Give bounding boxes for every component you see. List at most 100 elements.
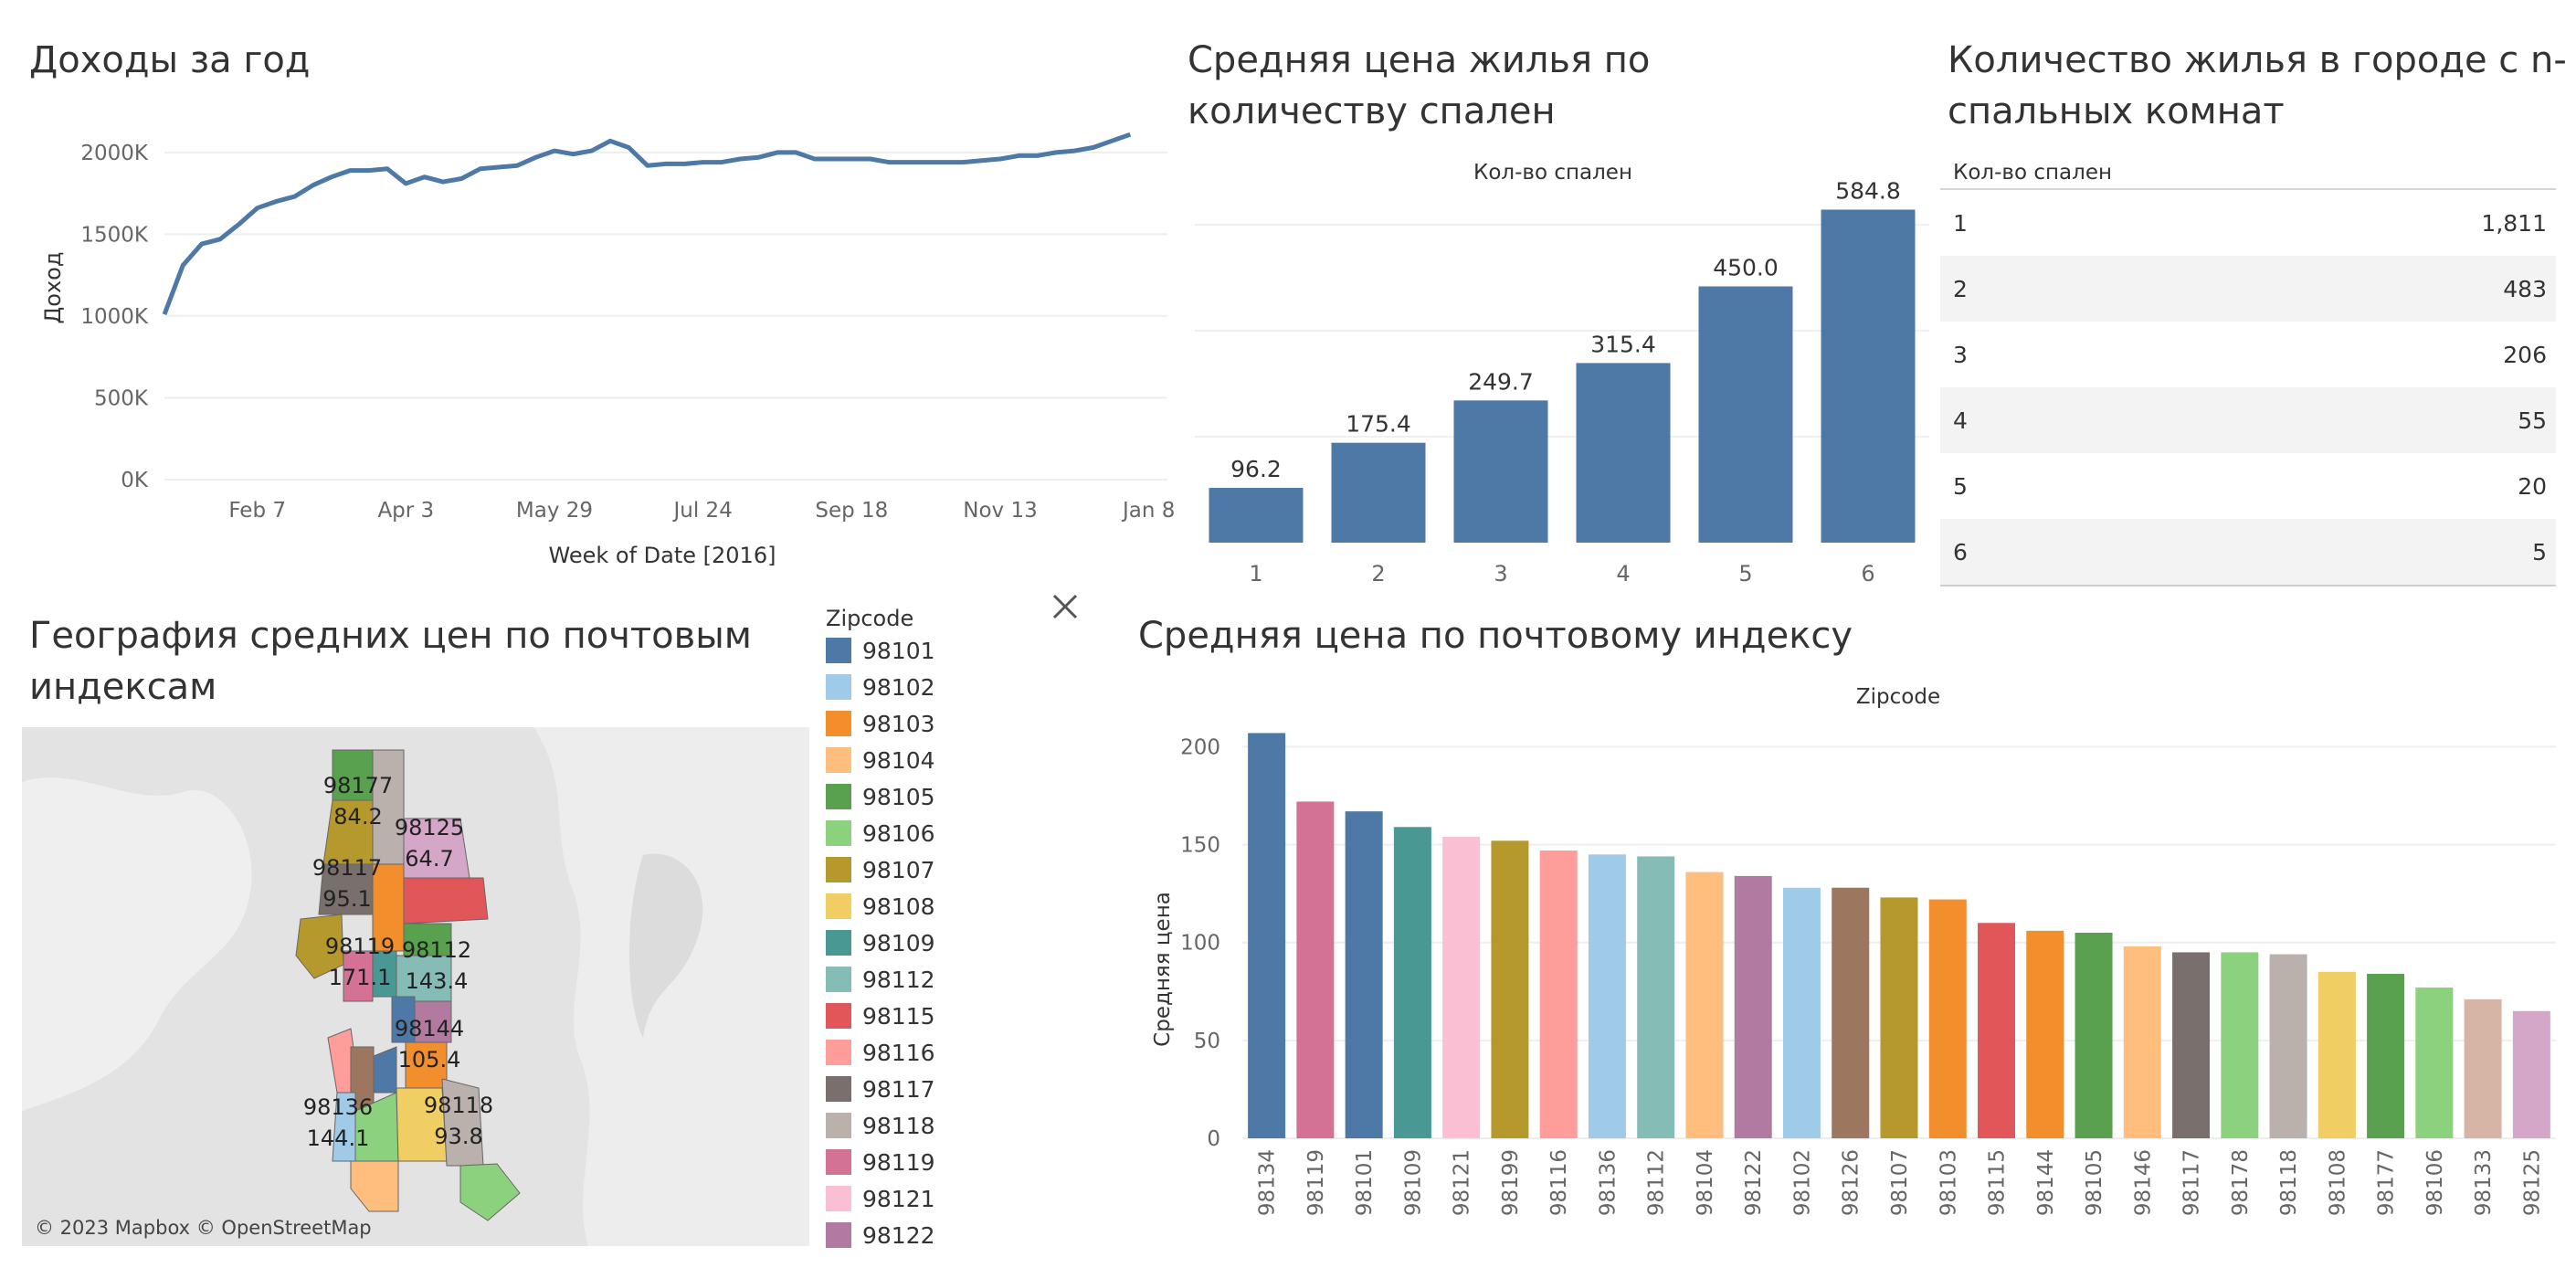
bar-zip-98115[interactable]	[1978, 923, 2016, 1138]
bar-zip-98146[interactable]	[2123, 946, 2161, 1138]
x-tick-label: 98136	[1596, 1149, 1620, 1216]
legend-item-98101[interactable]: 98101	[826, 632, 935, 669]
x-tick-label: 98101	[1353, 1149, 1377, 1216]
bedrooms-cell: 2	[1953, 275, 1968, 302]
bar-value-label: 584.8	[1835, 177, 1901, 204]
region-98122[interactable]	[414, 1000, 452, 1043]
bedrooms-cell: 5	[1953, 472, 1968, 500]
zipcode-legend: Zipcode 98101 98102 98103 98104 98105 98106 98…	[826, 605, 935, 1253]
bar-zip-98107[interactable]	[1880, 897, 1918, 1138]
legend-label: 98117	[862, 1075, 935, 1103]
zipcode-map[interactable]: 98177 84.2 98125 64.7 98117 95.1 98119 171.1 981…	[22, 727, 809, 1246]
bar-zip-98101[interactable]	[1345, 811, 1383, 1138]
x-tick-label: Sep 18	[815, 499, 888, 523]
bar-zip-98121[interactable]	[1442, 837, 1481, 1138]
table-row[interactable]: 4 55	[1940, 387, 2556, 453]
bar-zip-98133[interactable]	[2464, 999, 2502, 1138]
y-tick-label: 100	[1180, 932, 1220, 956]
map-value-label: 143.4	[406, 968, 469, 994]
bar-zip-98109[interactable]	[1393, 827, 1431, 1138]
legend-item-98112[interactable]: 98112	[826, 961, 935, 998]
legend-title: Zipcode	[826, 606, 914, 631]
map-zip-label: 98136	[303, 1094, 373, 1120]
region-98178[interactable]	[459, 1163, 521, 1221]
legend-item-98103[interactable]: 98103	[826, 705, 935, 742]
bar-value-label: 315.4	[1590, 331, 1656, 357]
table-row[interactable]: 5 20	[1940, 453, 2556, 519]
bar-zip-98177[interactable]	[2367, 974, 2405, 1138]
bar-zip-98125[interactable]	[2512, 1010, 2550, 1138]
bar-zip-98122[interactable]	[1734, 875, 1772, 1138]
geo-map-title: География средних цен по почтовым индекс…	[29, 615, 752, 708]
legend-item-98108[interactable]: 98108	[826, 888, 935, 925]
legend-item-98116[interactable]: 98116	[826, 1034, 935, 1071]
income-series-line[interactable]	[162, 132, 1132, 315]
legend-item-98115[interactable]: 98115	[826, 998, 935, 1034]
map-zip-label: 98112	[402, 937, 471, 963]
x-tick-label: 98105	[2083, 1149, 2106, 1216]
legend-label: 98103	[862, 710, 935, 737]
bar-bedrooms-5[interactable]	[1698, 286, 1793, 544]
bar-zip-98116[interactable]	[1539, 851, 1578, 1138]
bar-bedrooms-6[interactable]	[1821, 209, 1916, 543]
x-tick-label: 98102	[1790, 1149, 1814, 1216]
legend-item-98102[interactable]: 98102	[826, 669, 935, 705]
region-98146[interactable]	[350, 1160, 399, 1212]
bar-zip-98118[interactable]	[2269, 954, 2307, 1138]
bar-bedrooms-1[interactable]	[1209, 488, 1304, 543]
map-land-west	[22, 777, 252, 1111]
bar-zip-98112[interactable]	[1637, 856, 1675, 1138]
zipcode-price-chart-title: Средняя цена по почтовому индексу	[1138, 615, 1853, 657]
table-row[interactable]: 2 483	[1940, 256, 2556, 322]
x-tick-label: 98121	[1451, 1149, 1474, 1216]
bar-zip-98102[interactable]	[1782, 887, 1821, 1138]
bar-zip-98105[interactable]	[2075, 933, 2113, 1138]
legend-item-98122[interactable]: 98122	[826, 1217, 935, 1253]
x-tick-label: 98122	[1742, 1149, 1766, 1216]
legend-item-98107[interactable]: 98107	[826, 851, 935, 888]
table-row[interactable]: 3 206	[1940, 322, 2556, 387]
legend-item-98117[interactable]: 98117	[826, 1071, 935, 1107]
count-cell: 206	[2503, 341, 2547, 368]
bar-zip-98178[interactable]	[2221, 952, 2259, 1138]
bar-zip-98104[interactable]	[1685, 872, 1724, 1138]
legend-item-98106[interactable]: 98106	[826, 815, 935, 851]
bedrooms-cell: 3	[1953, 341, 1968, 368]
map-zip-label: 98144	[395, 1016, 464, 1041]
region-98107[interactable]	[295, 914, 344, 979]
bar-bedrooms-3[interactable]	[1453, 400, 1548, 543]
x-tick-label: 6	[1861, 561, 1874, 586]
legend-label: 98115	[862, 1002, 935, 1030]
bar-zip-98144[interactable]	[2026, 930, 2064, 1138]
x-tick-label: 2	[1371, 561, 1385, 586]
bar-bedrooms-2[interactable]	[1331, 442, 1426, 543]
bar-zip-98106[interactable]	[2415, 988, 2454, 1138]
bar-zip-98117[interactable]	[2172, 952, 2211, 1138]
x-tick-label: 3	[1494, 561, 1507, 586]
table-row[interactable]: 1 1,811	[1940, 190, 2556, 256]
legend-item-98118[interactable]: 98118	[826, 1107, 935, 1144]
bar-bedrooms-4[interactable]	[1576, 363, 1671, 543]
bar-zip-98134[interactable]	[1248, 733, 1286, 1138]
legend-item-98109[interactable]: 98109	[826, 925, 935, 961]
region-98115[interactable]	[403, 877, 489, 925]
legend-item-98121[interactable]: 98121	[826, 1180, 935, 1217]
bar-zip-98126[interactable]	[1832, 887, 1870, 1138]
x-tick-label: 1	[1249, 561, 1262, 586]
bar-zip-98136[interactable]	[1588, 854, 1626, 1138]
legend-item-98104[interactable]: 98104	[826, 742, 935, 778]
legend-label: 98101	[862, 637, 935, 664]
bedrooms-cell: 1	[1953, 209, 1968, 237]
x-tick-label: 98116	[1547, 1149, 1571, 1216]
bar-zip-98119[interactable]	[1296, 801, 1335, 1138]
legend-item-98105[interactable]: 98105	[826, 778, 935, 815]
close-icon[interactable]	[1049, 590, 1082, 623]
x-tick-label: Jan 8	[1121, 499, 1175, 523]
bar-zip-98199[interactable]	[1491, 840, 1529, 1138]
bar-zip-98103[interactable]	[1928, 899, 1967, 1138]
region-98119[interactable]	[343, 950, 374, 1002]
bar-zip-98108[interactable]	[2317, 971, 2356, 1138]
legend-item-98119[interactable]: 98119	[826, 1144, 935, 1180]
map-zip-label: 98125	[395, 815, 464, 840]
